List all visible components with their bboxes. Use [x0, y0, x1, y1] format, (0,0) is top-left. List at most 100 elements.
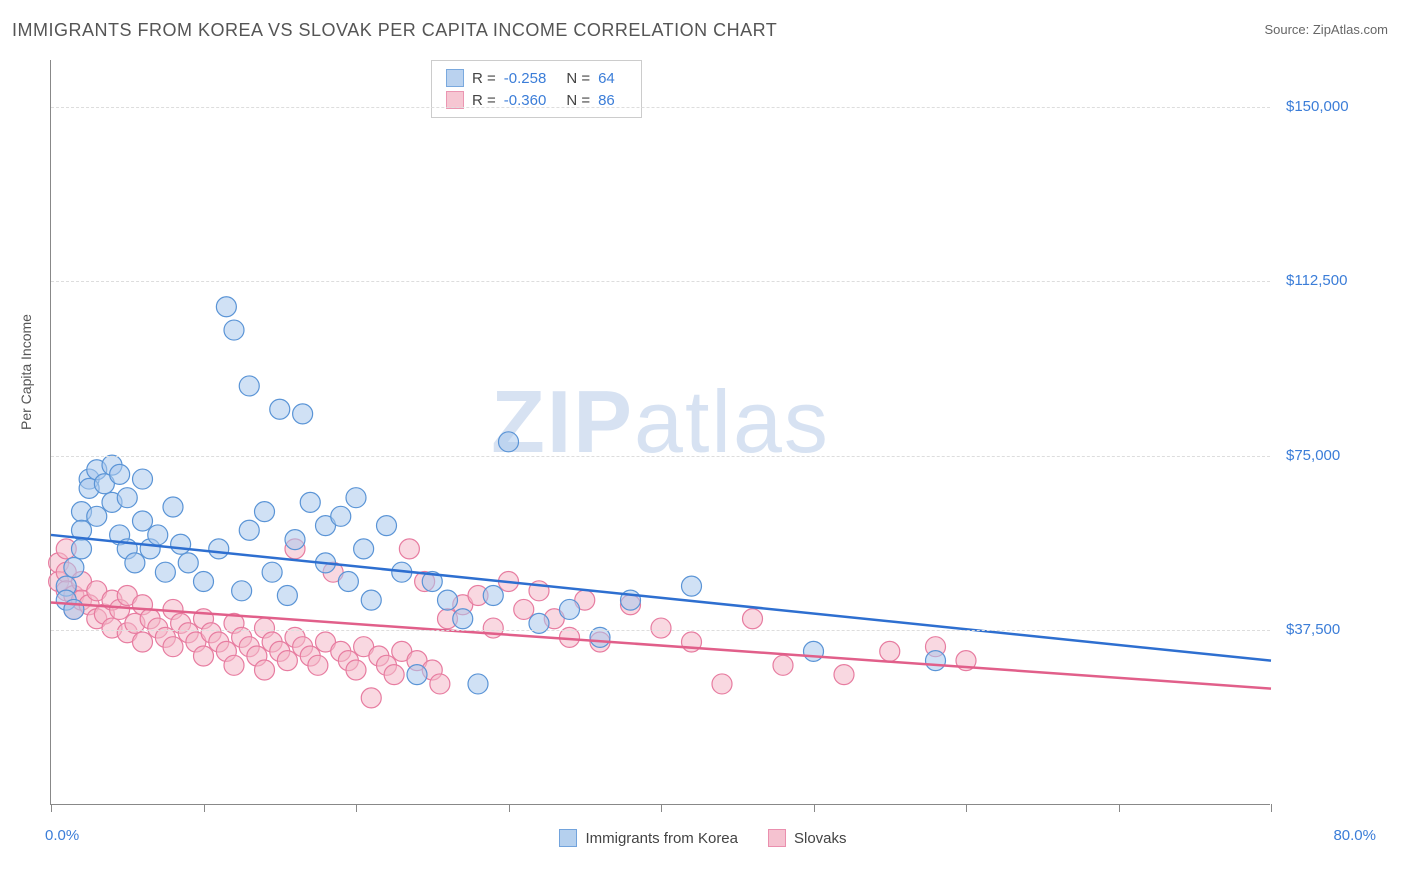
y-tick-label: $112,500	[1286, 272, 1347, 289]
data-point	[171, 534, 191, 554]
data-point	[331, 506, 351, 526]
data-point	[651, 618, 671, 638]
data-point	[407, 665, 427, 685]
data-point	[194, 646, 214, 666]
x-tick	[204, 804, 205, 812]
data-point	[285, 530, 305, 550]
data-point	[346, 488, 366, 508]
data-point	[377, 516, 397, 536]
stats-row: R = -0.258 N = 64	[446, 67, 627, 89]
data-point	[277, 585, 297, 605]
data-point	[163, 637, 183, 657]
legend-swatch	[768, 829, 786, 847]
y-tick-label: $37,500	[1286, 621, 1340, 638]
x-max-label: 80.0%	[1333, 827, 1376, 844]
data-point	[430, 674, 450, 694]
data-point	[224, 320, 244, 340]
r-value: -0.258	[504, 70, 547, 87]
correlation-chart: IMMIGRANTS FROM KOREA VS SLOVAK PER CAPI…	[0, 0, 1406, 892]
scatter-svg	[51, 60, 1270, 804]
data-point	[293, 404, 313, 424]
data-point	[232, 581, 252, 601]
data-point	[743, 609, 763, 629]
plot-area: ZIPatlas R = -0.258N = 64R = -0.360N = 8…	[50, 60, 1270, 805]
data-point	[361, 590, 381, 610]
data-point	[712, 674, 732, 694]
y-tick-label: $150,000	[1286, 98, 1349, 115]
data-point	[361, 688, 381, 708]
x-tick	[661, 804, 662, 812]
data-point	[926, 651, 946, 671]
gridline	[51, 456, 1270, 457]
data-point	[438, 590, 458, 610]
x-tick	[966, 804, 967, 812]
source-attribution: Source: ZipAtlas.com	[1264, 22, 1388, 37]
data-point	[308, 655, 328, 675]
data-point	[125, 553, 145, 573]
data-point	[804, 641, 824, 661]
legend-swatch	[446, 69, 464, 87]
data-point	[468, 674, 488, 694]
data-point	[514, 599, 534, 619]
data-point	[255, 660, 275, 680]
data-point	[72, 539, 92, 559]
data-point	[133, 511, 153, 531]
data-point	[255, 502, 275, 522]
data-point	[300, 492, 320, 512]
legend-swatch	[559, 829, 577, 847]
x-tick	[814, 804, 815, 812]
data-point	[834, 665, 854, 685]
legend-item: Immigrants from Korea	[559, 829, 738, 847]
data-point	[453, 609, 473, 629]
x-tick	[1271, 804, 1272, 812]
x-tick	[356, 804, 357, 812]
data-point	[133, 469, 153, 489]
gridline	[51, 281, 1270, 282]
data-point	[399, 539, 419, 559]
n-value: 64	[598, 70, 615, 87]
data-point	[178, 553, 198, 573]
y-tick-label: $75,000	[1286, 447, 1340, 464]
data-point	[194, 572, 214, 592]
data-point	[880, 641, 900, 661]
data-point	[773, 655, 793, 675]
data-point	[483, 585, 503, 605]
data-point	[262, 562, 282, 582]
data-point	[133, 632, 153, 652]
data-point	[354, 539, 374, 559]
data-point	[110, 464, 130, 484]
data-point	[270, 399, 290, 419]
x-tick	[51, 804, 52, 812]
data-point	[682, 576, 702, 596]
x-tick	[509, 804, 510, 812]
n-label: N =	[566, 70, 590, 87]
r-label: R =	[472, 70, 496, 87]
data-point	[338, 572, 358, 592]
data-point	[163, 497, 183, 517]
data-point	[64, 558, 84, 578]
y-axis-label: Per Capita Income	[18, 314, 34, 430]
data-point	[239, 520, 259, 540]
data-point	[117, 488, 137, 508]
legend-item: Slovaks	[768, 829, 847, 847]
data-point	[87, 506, 107, 526]
gridline	[51, 107, 1270, 108]
data-point	[216, 297, 236, 317]
chart-title: IMMIGRANTS FROM KOREA VS SLOVAK PER CAPI…	[12, 20, 777, 41]
data-point	[499, 432, 519, 452]
series-legend: Immigrants from Korea Slovaks	[0, 829, 1406, 847]
x-min-label: 0.0%	[45, 827, 79, 844]
stats-row: R = -0.360N = 86	[446, 89, 627, 111]
data-point	[346, 660, 366, 680]
data-point	[224, 655, 244, 675]
data-point	[384, 665, 404, 685]
data-point	[239, 376, 259, 396]
data-point	[209, 539, 229, 559]
x-tick	[1119, 804, 1120, 812]
data-point	[155, 562, 175, 582]
data-point	[277, 651, 297, 671]
data-point	[148, 525, 168, 545]
legend-label: Slovaks	[794, 830, 847, 847]
gridline	[51, 630, 1270, 631]
data-point	[560, 599, 580, 619]
